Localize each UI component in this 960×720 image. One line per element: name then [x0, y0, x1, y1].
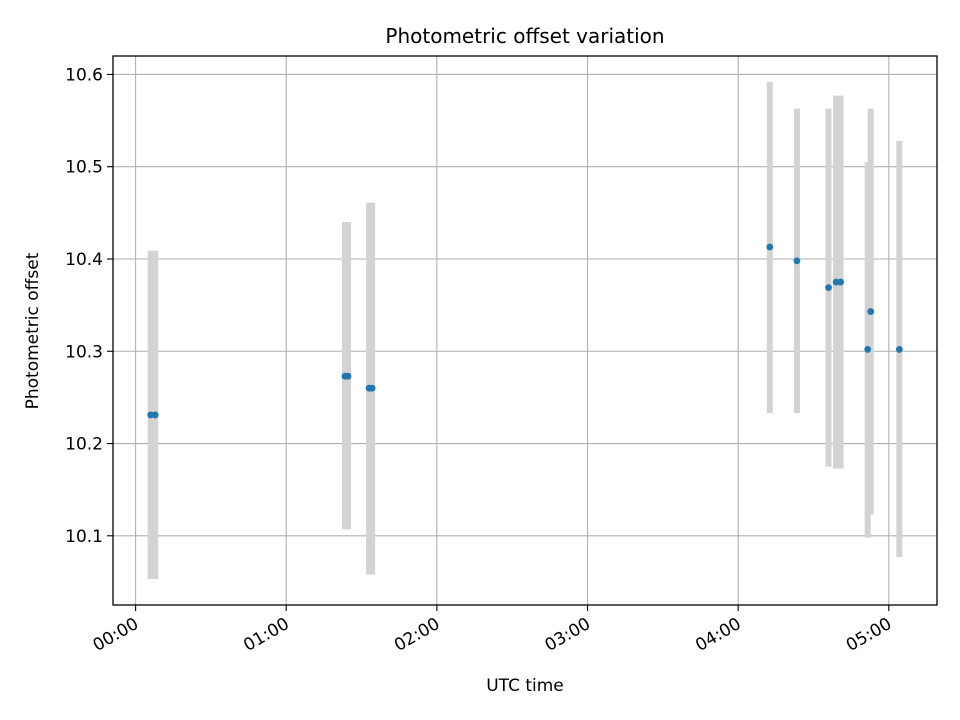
- plot-frame: [112, 55, 938, 606]
- x-axis-title: UTC time: [486, 676, 564, 696]
- y-tick-label: 10.6: [65, 65, 103, 85]
- data-point: [793, 257, 801, 265]
- y-axis-title: Photometric offset: [23, 252, 43, 409]
- y-tick-label: 10.3: [65, 342, 103, 362]
- data-point: [864, 346, 872, 353]
- data-points: [147, 243, 903, 419]
- data-point: [766, 243, 774, 251]
- data-point: [151, 411, 159, 419]
- data-point: [867, 308, 875, 315]
- chart-title: Photometric offset variation: [385, 24, 664, 48]
- y-tick-label: 10.2: [65, 435, 103, 455]
- data-point: [825, 284, 832, 291]
- data-point: [837, 278, 844, 286]
- data-point: [344, 372, 352, 380]
- y-tick-label: 10.4: [65, 250, 103, 270]
- y-tick-label: 10.5: [65, 158, 103, 178]
- data-point: [368, 384, 376, 392]
- data-point: [895, 346, 903, 353]
- y-tick-label: 10.1: [65, 527, 103, 547]
